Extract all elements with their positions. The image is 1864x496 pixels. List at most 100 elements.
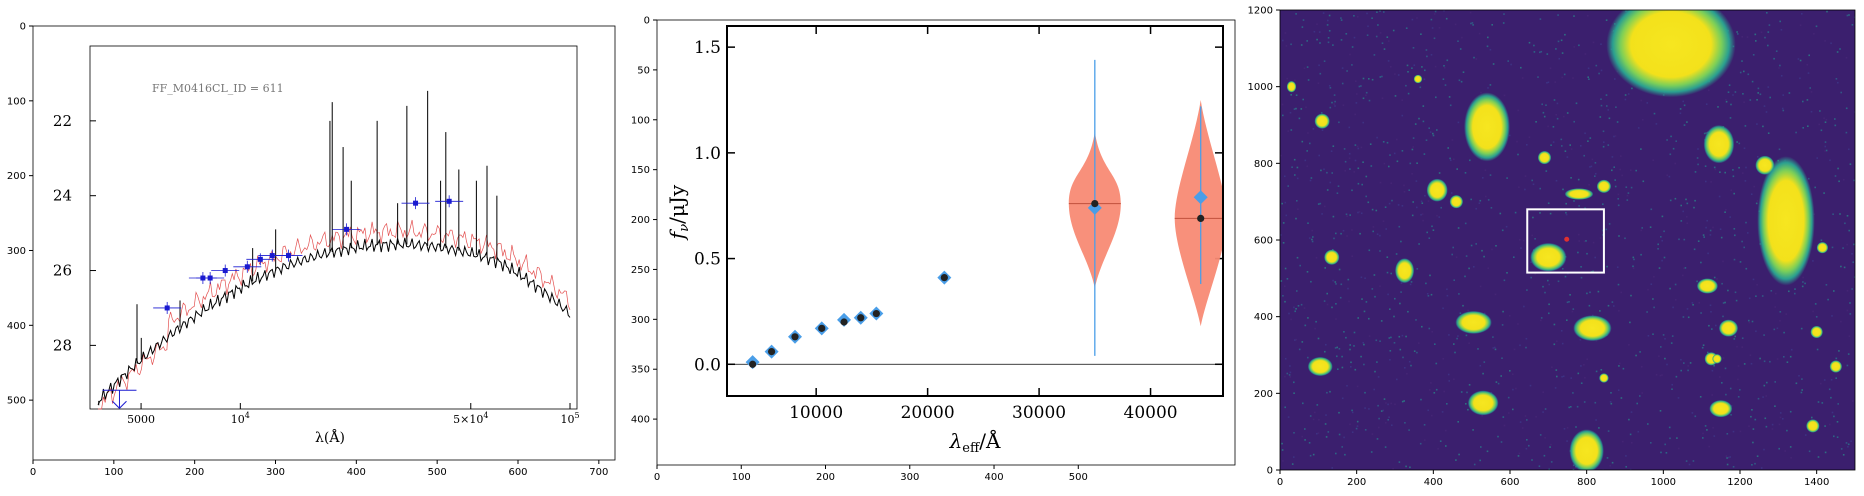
- noise-pixel: [1622, 367, 1625, 370]
- cutout-source: [1755, 155, 1775, 175]
- noise-pixel: [1779, 412, 1782, 414]
- noise-pixel: [1650, 442, 1652, 444]
- noise-pixel: [1351, 64, 1353, 66]
- noise-pixel: [1808, 450, 1811, 453]
- noise-pixel: [1487, 87, 1489, 89]
- noise-pixel: [1797, 58, 1800, 60]
- noise-pixel: [1309, 454, 1312, 457]
- noise-pixel: [1771, 423, 1774, 426]
- noise-pixel: [1591, 158, 1594, 161]
- noise-pixel: [1327, 19, 1329, 22]
- noise-pixel: [1737, 33, 1739, 35]
- noise-pixel: [1436, 129, 1438, 131]
- noise-pixel: [1296, 200, 1298, 202]
- noise-pixel: [1507, 396, 1510, 399]
- noise-pixel: [1346, 235, 1348, 237]
- noise-pixel: [1799, 59, 1802, 62]
- noise-pixel: [1607, 304, 1610, 307]
- noise-pixel: [1851, 288, 1853, 290]
- noise-pixel: [1726, 433, 1729, 435]
- noise-pixel: [1362, 97, 1365, 100]
- noise-pixel: [1786, 361, 1789, 363]
- noise-pixel: [1757, 156, 1759, 158]
- noise-pixel: [1324, 423, 1327, 425]
- noise-pixel: [1302, 19, 1305, 21]
- noise-pixel: [1719, 171, 1721, 173]
- noise-pixel: [1842, 454, 1845, 456]
- noise-pixel: [1555, 369, 1558, 371]
- noise-pixel: [1573, 46, 1576, 48]
- noise-pixel: [1295, 107, 1297, 110]
- noise-pixel: [1307, 79, 1310, 81]
- noise-pixel: [1490, 207, 1493, 209]
- noise-pixel: [1344, 169, 1346, 172]
- noise-pixel: [1383, 11, 1385, 13]
- noise-pixel: [1823, 117, 1825, 120]
- noise-pixel: [1421, 213, 1424, 215]
- noise-pixel: [1294, 174, 1296, 176]
- noise-pixel: [1775, 292, 1777, 295]
- noise-pixel: [1646, 102, 1649, 104]
- noise-pixel: [1375, 209, 1378, 212]
- noise-pixel: [1553, 99, 1556, 101]
- noise-pixel: [1580, 145, 1582, 147]
- noise-pixel: [1708, 89, 1710, 92]
- noise-pixel: [1848, 335, 1851, 337]
- cutout-source: [1829, 360, 1843, 373]
- noise-pixel: [1750, 415, 1752, 418]
- noise-pixel: [1307, 222, 1309, 224]
- noise-pixel: [1524, 175, 1527, 177]
- noise-pixel: [1475, 243, 1477, 245]
- noise-pixel: [1705, 132, 1708, 134]
- noise-pixel: [1630, 186, 1633, 189]
- noise-pixel: [1824, 145, 1827, 148]
- cutout-source: [1703, 125, 1735, 164]
- noise-pixel: [1845, 442, 1848, 444]
- x-tick-label: 20000: [901, 403, 955, 423]
- noise-pixel: [1497, 382, 1500, 385]
- noise-pixel: [1282, 295, 1284, 297]
- noise-pixel: [1351, 255, 1354, 257]
- noise-pixel: [1565, 213, 1568, 216]
- noise-pixel: [1749, 99, 1752, 101]
- noise-pixel: [1752, 54, 1755, 56]
- noise-pixel: [1361, 298, 1363, 300]
- noise-pixel: [1701, 346, 1704, 349]
- noise-pixel: [1281, 442, 1283, 445]
- cutout-source: [1712, 354, 1722, 364]
- noise-pixel: [1725, 98, 1727, 101]
- noise-pixel: [1361, 183, 1363, 186]
- noise-pixel: [1404, 367, 1406, 369]
- noise-pixel: [1302, 98, 1304, 101]
- noise-pixel: [1446, 294, 1449, 297]
- noise-pixel: [1483, 361, 1486, 363]
- noise-pixel: [1611, 169, 1613, 172]
- noise-pixel: [1293, 381, 1295, 384]
- noise-pixel: [1404, 422, 1406, 424]
- noise-pixel: [1711, 394, 1713, 396]
- noise-pixel: [1715, 324, 1717, 327]
- noise-pixel: [1766, 12, 1768, 14]
- noise-pixel: [1677, 397, 1680, 399]
- cutout-source: [1314, 113, 1330, 129]
- noise-pixel: [1768, 24, 1771, 26]
- noise-pixel: [1748, 425, 1750, 427]
- noise-pixel: [1412, 137, 1415, 139]
- noise-pixel: [1566, 112, 1569, 114]
- noise-pixel: [1382, 141, 1385, 143]
- noise-pixel: [1594, 162, 1597, 164]
- noise-pixel: [1653, 112, 1656, 115]
- noise-pixel: [1692, 460, 1695, 462]
- noise-pixel: [1584, 53, 1587, 55]
- noise-pixel: [1301, 26, 1304, 28]
- noise-pixel: [1514, 211, 1517, 214]
- noise-pixel: [1769, 96, 1771, 99]
- noise-pixel: [1356, 420, 1359, 423]
- noise-pixel: [1309, 142, 1311, 145]
- noise-pixel: [1685, 460, 1688, 462]
- noise-pixel: [1586, 358, 1588, 361]
- noise-pixel: [1304, 428, 1306, 430]
- noise-pixel: [1380, 410, 1383, 412]
- noise-pixel: [1697, 148, 1699, 150]
